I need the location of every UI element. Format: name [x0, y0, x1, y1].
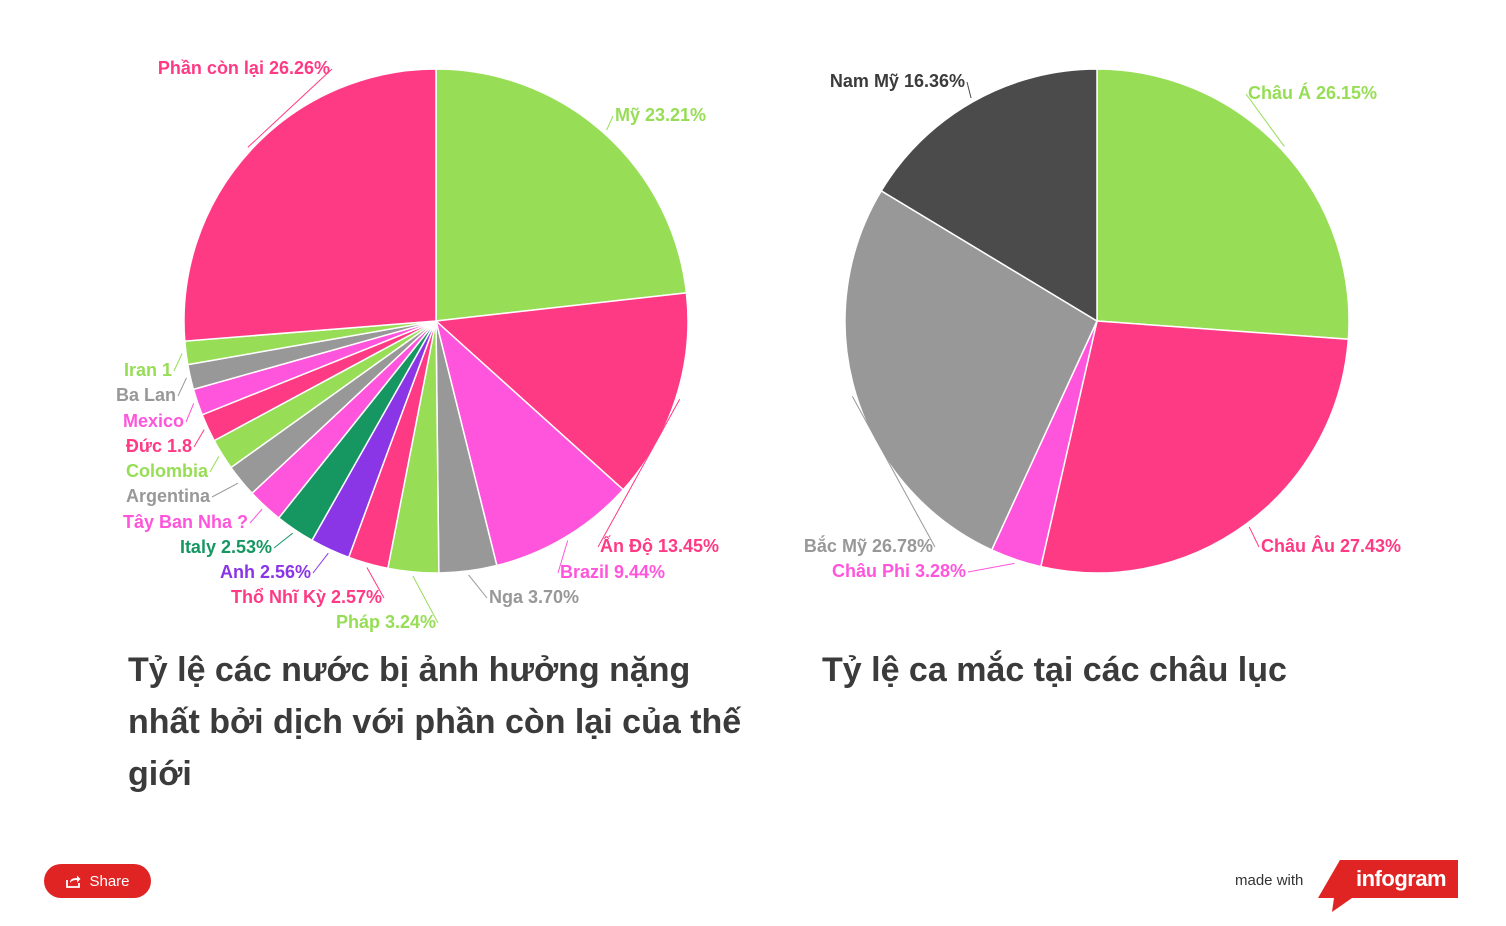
infogram-logo-text: infogram [1356, 866, 1447, 891]
infogram-logo[interactable]: infogram [1318, 860, 1460, 912]
slice-label-bac-my-26-78: Bắc Mỹ 26.78% [804, 535, 933, 556]
leader-line-mexico [185, 403, 195, 423]
leader-line-chau-au-27-43 [1248, 526, 1260, 548]
chart-title-countries: Tỷ lệ các nước bị ảnh hưởng nặng nhất bở… [128, 651, 742, 793]
leader-line-tay-ban-nha [249, 508, 263, 524]
leader-line-nga-3-70 [468, 574, 488, 599]
share-label: Share [89, 872, 130, 890]
leader-line-iran-1 [173, 353, 183, 372]
slice-label-argentina: Argentina [126, 486, 211, 506]
chart-title-continents: Tỷ lệ ca mắc tại các châu lục [822, 651, 1287, 689]
leader-line-anh-2-56 [312, 552, 329, 574]
slice-label-nga-3-70: Nga 3.70% [489, 587, 579, 607]
pie-slice-chau-au-27-43[interactable] [1039, 320, 1350, 574]
leader-line-an-do-13-45 [597, 399, 681, 548]
slice-label-tho-nhi-ky-2-57: Thổ Nhĩ Kỳ 2.57% [231, 587, 382, 607]
slice-label-iran-1: Iran 1 [124, 360, 172, 380]
slice-label-nam-my-16-36: Nam Mỹ 16.36% [830, 71, 965, 91]
leader-line-my-23-21 [606, 115, 614, 131]
slice-label-colombia: Colombia [126, 461, 209, 481]
slice-label-chau-au-27-43: Châu Âu 27.43% [1261, 535, 1401, 556]
share-button[interactable]: Share [44, 864, 151, 898]
leader-line-chau-phi-3-28 [967, 562, 1015, 573]
leader-line-brazil-9-44 [557, 540, 569, 574]
pie-slice-bac-my-26-78[interactable] [844, 189, 1098, 551]
slice-label-mexico: Mexico [123, 411, 184, 431]
leader-line-tho-nhi-ky-2-57 [366, 567, 385, 599]
pie-chart-countries: Mỹ 23.21% Ấn Độ 13.45% Brazil 9.44% Nga 3.7… [116, 58, 719, 632]
leader-line-phan-con-lai-26-26 [247, 68, 333, 148]
slice-label-duc-1-8: Đức 1.8 [126, 436, 192, 456]
slice-label-chau-a-26-15: Châu Á 26.15% [1248, 82, 1377, 103]
pie-slice-chau-a-26-15[interactable] [1096, 68, 1350, 340]
leader-line-colombia [209, 456, 220, 473]
pie-slice-brazil-9-44[interactable] [434, 318, 625, 567]
pie-chart-continents: Châu Á 26.15% Châu Âu 27.43% Châu Phi 3.28… [804, 68, 1401, 581]
slice-label-anh-2-56: Anh 2.56% [220, 562, 311, 582]
slice-label-tay-ban-nha: Tây Ban Nha ? [123, 512, 248, 532]
pie-slice-my-23-21[interactable] [435, 68, 688, 322]
made-with-text: made with [1235, 872, 1304, 889]
leader-line-ba-lan [177, 377, 187, 397]
slice-label-my-23-21: Mỹ 23.21% [615, 105, 706, 125]
share-icon [65, 874, 81, 888]
pie-slice-an-do-13-45[interactable] [434, 292, 689, 491]
slice-label-chau-phi-3-28: Châu Phi 3.28% [832, 561, 966, 581]
leader-line-argentina [211, 482, 239, 498]
leader-line-duc-1-8 [193, 429, 205, 448]
slice-label-italy-2-53: Italy 2.53% [180, 537, 272, 557]
pie-slice-nam-my-16-36[interactable] [880, 68, 1098, 323]
leader-line-phap-3-24 [412, 575, 439, 624]
slice-label-phan-con-lai-26-26: Phần còn lại 26.26% [158, 58, 330, 78]
leader-line-nam-my-16-36 [966, 81, 972, 99]
pie-slice-phan-con-lai-26-26[interactable] [183, 68, 437, 342]
leader-line-bac-my-26-78 [851, 396, 936, 548]
slice-label-phap-3-24: Pháp 3.24% [336, 612, 436, 632]
slice-label-ba-lan: Ba Lan [116, 385, 176, 405]
leader-line-chau-a-26-15 [1245, 93, 1285, 147]
slice-label-brazil-9-44: Brazil 9.44% [560, 562, 665, 582]
slice-label-an-do-13-45: Ấn Độ 13.45% [600, 535, 719, 556]
leader-line-italy-2-53 [273, 532, 294, 549]
